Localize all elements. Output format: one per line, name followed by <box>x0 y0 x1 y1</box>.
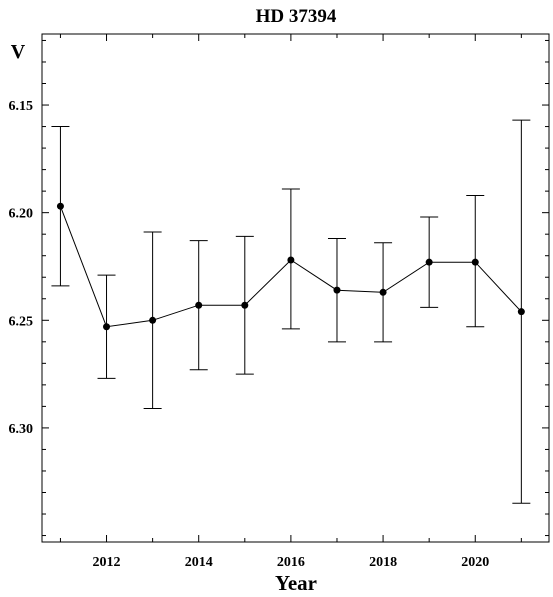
data-point <box>56 202 64 210</box>
x-axis-ticks: 2012 2014 2016 2018 2020 <box>59 34 522 570</box>
data-points <box>56 202 525 331</box>
data-point <box>379 288 387 296</box>
data-point <box>287 256 295 264</box>
x-axis-label: Year <box>275 571 317 595</box>
x-tick-label: 2014 <box>185 555 213 570</box>
y-tick-label: 6.30 <box>9 422 34 437</box>
data-point <box>425 258 433 266</box>
y-axis-ticks: 6.15 6.20 6.25 6.30 <box>9 39 549 537</box>
y-axis-label: V <box>11 41 26 63</box>
y-tick-label: 6.15 <box>9 99 34 114</box>
x-tick-label: 2020 <box>461 555 489 570</box>
data-point <box>471 258 479 266</box>
y-tick-label: 6.25 <box>9 314 34 329</box>
y-tick-label: 6.20 <box>9 207 34 222</box>
x-tick-label: 2018 <box>369 555 397 570</box>
error-bars <box>51 119 531 504</box>
x-tick-label: 2012 <box>93 555 121 570</box>
data-point <box>103 323 111 331</box>
data-point <box>241 301 249 309</box>
chart-title: HD 37394 <box>256 6 337 27</box>
x-tick-label: 2016 <box>277 555 305 570</box>
data-point <box>149 316 157 324</box>
plot-frame <box>41 33 550 543</box>
data-point <box>333 286 341 294</box>
data-point <box>195 301 203 309</box>
data-point <box>517 308 525 316</box>
